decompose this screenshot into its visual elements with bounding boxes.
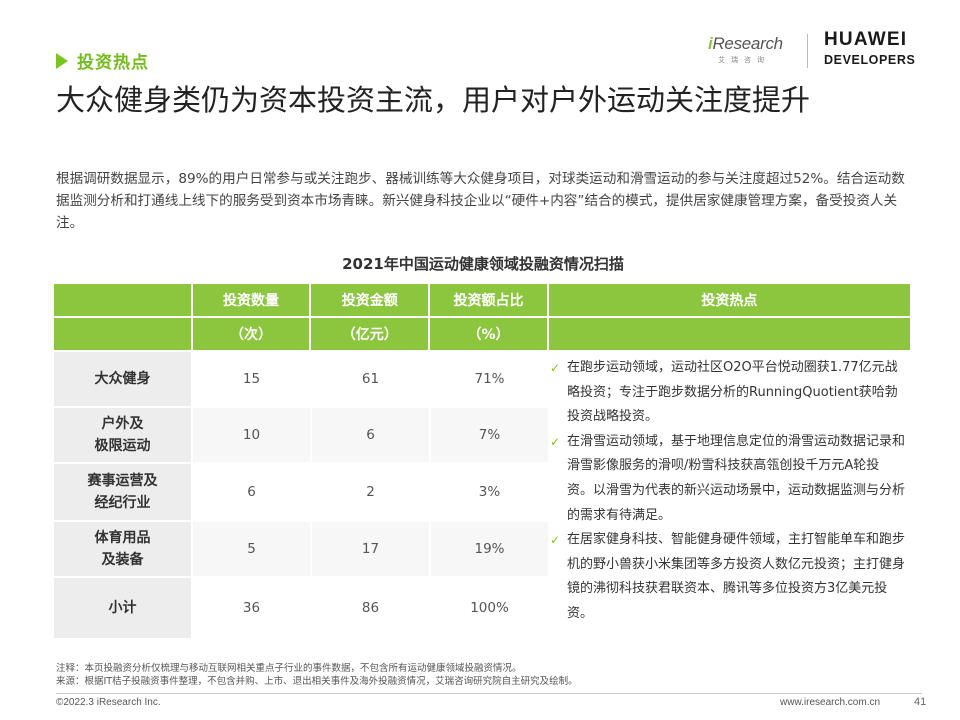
footer-copyright: ©2022.3 iResearch Inc. <box>56 697 161 708</box>
unit-share: （%） <box>430 318 547 350</box>
cell-share: 100% <box>470 600 509 616</box>
units-row: （次） （亿元） （%） <box>54 318 910 350</box>
header-corner <box>54 284 191 316</box>
header-share: 投资额占比 <box>430 284 547 316</box>
cell-count: 10 <box>193 408 310 462</box>
row-label: 赛事运营及 经纪行业 <box>54 464 191 520</box>
footnote-note: 注释：本页投融资分析仅梳理与移动互联网相关重点子行业的事件数据，不包含所有运动健… <box>56 663 522 674</box>
logo-divider <box>807 34 808 68</box>
list-item: ✓ 在居家健身科技、智能健身硬件领域，主打智能单车和跑步机的野小兽获小米集团等多… <box>547 528 905 626</box>
units-hotspots <box>548 318 910 350</box>
iresearch-logo-word: Research <box>712 34 783 53</box>
section-tag-text: 投资热点 <box>77 53 149 73</box>
cell-amount: 86 <box>361 600 380 616</box>
row-label: 户外及 极限运动 <box>54 408 191 462</box>
huawei-logo-line2: DEVELOPERS <box>824 53 916 67</box>
cell-share: 71% <box>474 371 505 387</box>
checkmark-icon: ✓ <box>550 434 561 449</box>
checkmark-icon: ✓ <box>550 361 561 375</box>
table-row: 大众健身 15 61 71% <box>54 352 548 406</box>
intro-paragraph: 根据调研数据显示，89%的用户日常参与或关注跑步、器械训练等大众健身项目，对球类… <box>56 171 905 231</box>
huawei-logo-line1: HUAWEI <box>824 29 908 50</box>
iresearch-logo: iResearch 艾瑞咨询 <box>708 34 792 70</box>
investment-table-body: 大众健身 15 61 71% 户外及 极限运动 10 6 7% 赛事运营及 经纪… <box>54 352 910 638</box>
row-label: 大众健身 <box>54 352 191 406</box>
footnotes: 注释：本页投融资分析仅梳理与移动互联网相关重点子行业的事件数据，不包含所有运动健… <box>56 662 578 688</box>
cell-share: 3% <box>478 484 501 500</box>
header-row: 投资数量 投资金额 投资额占比 投资热点 <box>54 284 910 316</box>
units-corner <box>54 318 191 350</box>
cell-count: 5 <box>193 522 310 576</box>
cell-amount: 61 <box>361 371 380 387</box>
iresearch-logo-sub: 艾瑞咨询 <box>718 56 770 64</box>
hotspot-text: 在跑步运动领域，运动社区O2O平台悦动圈获1.77亿元战略投资；专注于跑步数据分… <box>567 360 898 425</box>
list-item: ✓ 在跑步运动领域，运动社区O2O平台悦动圈获1.77亿元战略投资；专注于跑步数… <box>547 356 905 430</box>
table-title: 2021年中国运动健康领域投融资情况扫描 <box>342 255 624 273</box>
list-item: ✓ 在滑雪运动领域，基于地理信息定位的滑雪运动数据记录和滑雪影像服务的滑呗/粉雪… <box>547 430 905 528</box>
cell-share: 7% <box>431 408 548 462</box>
header-hotspots: 投资热点 <box>548 284 910 316</box>
row-label: 小计 <box>54 578 191 638</box>
cell-amount: 2 <box>366 484 375 500</box>
iresearch-logo-i: i <box>708 34 713 53</box>
unit-amount: （亿元） <box>311 318 429 350</box>
section-tag: 投资热点 <box>56 48 149 73</box>
hotspots-list: ✓ 在跑步运动领域，运动社区O2O平台悦动圈获1.77亿元战略投资；专注于跑步数… <box>547 356 905 627</box>
header-count: 投资数量 <box>192 284 310 316</box>
header-amount: 投资金额 <box>311 284 429 316</box>
footnote-source: 来源：根据IT桔子投融资事件整理，不包含并购、上市、退出相关事件及海外投融资情况… <box>56 676 578 687</box>
cell-amount: 17 <box>312 522 429 576</box>
footer-divider <box>56 693 922 694</box>
unit-count: （次） <box>192 318 310 350</box>
page-title: 大众健身类仍为资本投资主流，用户对户外运动关注度提升 <box>56 83 811 117</box>
page-number: 41 <box>914 696 927 708</box>
cell-count: 6 <box>247 484 256 500</box>
table-row-total: 小计 36 86 100% <box>54 578 548 638</box>
cell-count: 36 <box>242 600 261 616</box>
cell-count: 15 <box>242 371 261 387</box>
cell-share: 19% <box>431 522 548 576</box>
footer-url[interactable]: www.iresearch.com.cn <box>780 697 881 708</box>
table-row: 体育用品 及装备 5 17 19% <box>54 522 548 576</box>
row-label: 体育用品 及装备 <box>54 522 191 576</box>
huawei-developers-logo: HUAWEI DEVELOPERS <box>824 30 915 67</box>
investment-table-header: 投资数量 投资金额 投资额占比 投资热点 （次） （亿元） （%） <box>54 284 910 350</box>
table-row: 户外及 极限运动 10 6 7% <box>54 408 548 462</box>
table-row: 赛事运营及 经纪行业 6 2 3% <box>54 464 548 520</box>
cell-amount: 6 <box>312 408 429 462</box>
hotspot-text: 在滑雪运动领域，基于地理信息定位的滑雪运动数据记录和滑雪影像服务的滑呗/粉雪科技… <box>567 433 906 523</box>
play-triangle-icon <box>56 52 68 69</box>
checkmark-icon: ✓ <box>550 533 561 548</box>
hotspot-text: 在居家健身科技、智能健身硬件领域，主打智能单车和跑步机的野小兽获小米集团等多方投… <box>567 532 906 621</box>
